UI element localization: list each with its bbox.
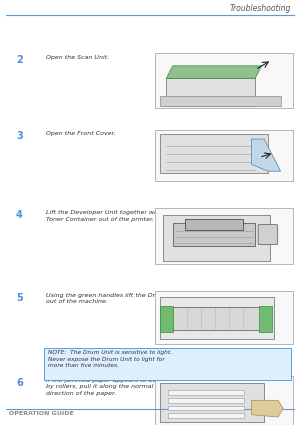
- FancyBboxPatch shape: [168, 398, 244, 403]
- Text: 4: 4: [16, 210, 23, 220]
- FancyBboxPatch shape: [163, 215, 271, 261]
- Text: If the jammed paper appears to be pinched
by rollers, pull it along the normal r: If the jammed paper appears to be pinche…: [46, 378, 184, 396]
- FancyBboxPatch shape: [154, 53, 292, 108]
- Text: Troubleshooting: Troubleshooting: [230, 4, 291, 13]
- Text: 5: 5: [16, 293, 23, 303]
- Polygon shape: [167, 66, 262, 78]
- FancyBboxPatch shape: [154, 291, 292, 344]
- FancyBboxPatch shape: [160, 297, 274, 339]
- Polygon shape: [251, 139, 280, 171]
- Text: 3: 3: [16, 131, 23, 142]
- FancyBboxPatch shape: [170, 307, 262, 330]
- FancyBboxPatch shape: [154, 130, 292, 181]
- Text: OPERATION GUIDE: OPERATION GUIDE: [9, 411, 74, 416]
- FancyBboxPatch shape: [160, 306, 173, 332]
- FancyBboxPatch shape: [258, 225, 278, 245]
- Text: Using the green handles lift the Drum Unit
out of the machine.: Using the green handles lift the Drum Un…: [46, 293, 181, 304]
- FancyBboxPatch shape: [160, 96, 280, 106]
- Text: Open the Front Cover.: Open the Front Cover.: [46, 131, 116, 136]
- Text: 2: 2: [16, 55, 23, 65]
- FancyBboxPatch shape: [160, 382, 264, 422]
- Text: Open the Scan Unit.: Open the Scan Unit.: [46, 55, 110, 60]
- Text: Lift the Developer Unit together with the
Toner Container out of the printer.: Lift the Developer Unit together with th…: [46, 210, 175, 221]
- FancyBboxPatch shape: [154, 208, 292, 264]
- Text: NOTE:  The Drum Unit is sensitive to light.
Never expose the Drum Unit to light : NOTE: The Drum Unit is sensitive to ligh…: [48, 350, 172, 368]
- Polygon shape: [251, 400, 283, 417]
- FancyBboxPatch shape: [168, 413, 244, 418]
- Text: 6: 6: [16, 378, 23, 388]
- FancyBboxPatch shape: [168, 405, 244, 411]
- FancyBboxPatch shape: [44, 348, 291, 380]
- FancyBboxPatch shape: [168, 390, 244, 395]
- FancyBboxPatch shape: [185, 219, 242, 230]
- FancyBboxPatch shape: [259, 306, 272, 332]
- Text: 10-7: 10-7: [275, 411, 291, 416]
- FancyBboxPatch shape: [167, 78, 255, 106]
- FancyBboxPatch shape: [154, 376, 292, 425]
- FancyBboxPatch shape: [160, 134, 268, 173]
- FancyBboxPatch shape: [173, 224, 255, 246]
